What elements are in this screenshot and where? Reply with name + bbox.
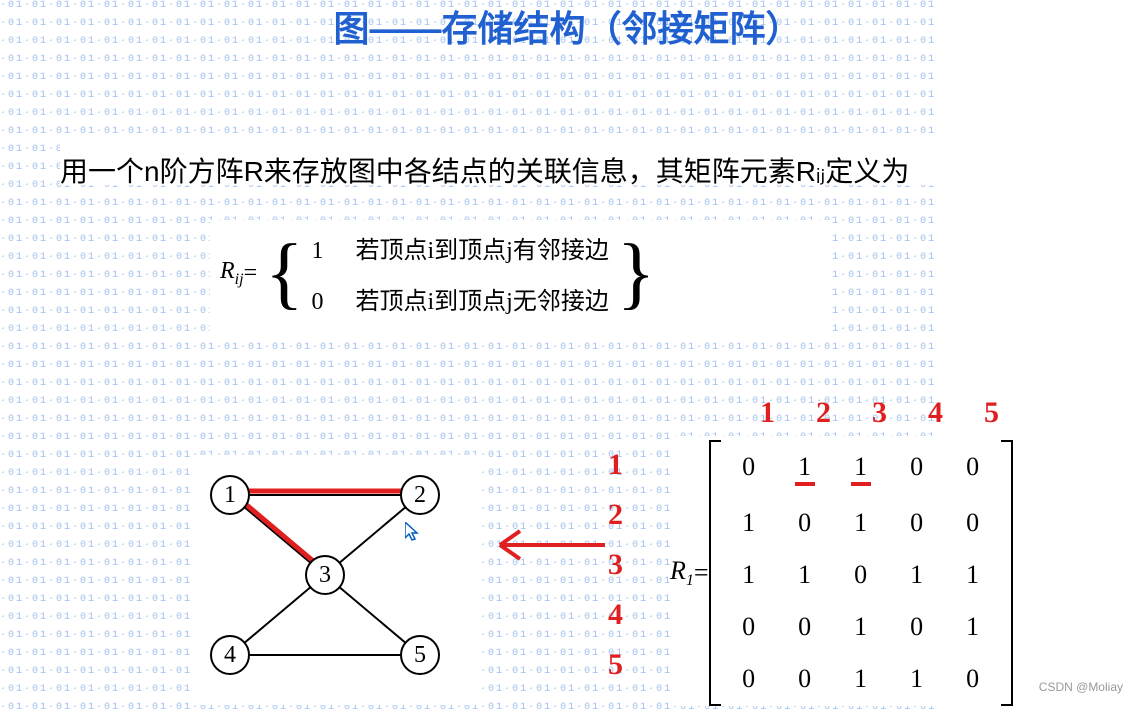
matrix-cell: 0 bbox=[851, 560, 871, 590]
matrix-cell: 1 bbox=[795, 560, 815, 590]
matrix-cell: 1 bbox=[851, 452, 871, 486]
matrix-cell: 1 bbox=[739, 560, 759, 590]
graph-node-3: 3 bbox=[305, 555, 345, 595]
matrix-row: 0 0 1 1 0 bbox=[739, 664, 983, 694]
cursor-icon bbox=[405, 522, 421, 547]
formula-left-brace: { bbox=[265, 233, 303, 313]
matrix-cell: 1 bbox=[851, 508, 871, 538]
matrix-cell: 0 bbox=[795, 612, 815, 642]
formula-cases: 1若顶点i到顶点j有邻接边 0若顶点i到顶点j无邻接边 bbox=[312, 230, 609, 316]
formula-case-row: 1若顶点i到顶点j有邻接边 bbox=[312, 230, 609, 265]
matrix-cell: 1 bbox=[963, 612, 983, 642]
graph-node-4: 4 bbox=[210, 635, 250, 675]
matrix-cell: 0 bbox=[795, 664, 815, 694]
matrix-row: 1 1 0 1 1 bbox=[739, 560, 983, 590]
matrix-cell: 0 bbox=[795, 508, 815, 538]
matrix-cell: 1 bbox=[851, 612, 871, 642]
adjacency-matrix: R1 = 0 1 1 0 0 1 0 1 0 0 1 1 0 1 1 0 0 1 0 1 0 0 1 1 0 bbox=[670, 440, 1013, 706]
matrix-cell: 0 bbox=[907, 612, 927, 642]
matrix-lhs: R1 bbox=[670, 556, 694, 590]
matrix-equals: = bbox=[694, 558, 709, 588]
matrix-cell: 0 bbox=[963, 664, 983, 694]
matrix-cell: 1 bbox=[851, 664, 871, 694]
description-text: 用一个n阶方阵R来存放图中各结点的关联信息，其矩阵元素Rᵢⱼ定义为 bbox=[60, 150, 909, 190]
matrix-right-bracket bbox=[1001, 440, 1013, 706]
page-title: 图——存储结构（邻接矩阵） bbox=[0, 0, 1135, 52]
matrix-row: 1 0 1 0 0 bbox=[739, 508, 983, 538]
matrix-cell: 0 bbox=[739, 452, 759, 486]
matrix-cell: 0 bbox=[907, 452, 927, 486]
matrix-cell: 0 bbox=[907, 508, 927, 538]
matrix-cell: 1 bbox=[907, 664, 927, 694]
matrix-cell: 1 bbox=[963, 560, 983, 590]
formula-right-brace: } bbox=[617, 233, 655, 313]
formula-equals: = bbox=[244, 260, 258, 287]
graph-diagram: 1 2 3 4 5 bbox=[200, 460, 480, 680]
matrix-cell: 0 bbox=[963, 452, 983, 486]
watermark-text: CSDN @Moliay bbox=[1039, 680, 1123, 694]
graph-node-1: 1 bbox=[210, 475, 250, 515]
matrix-left-bracket bbox=[709, 440, 721, 706]
matrix-cell: 0 bbox=[739, 612, 759, 642]
formula-lhs: Rij bbox=[220, 258, 244, 289]
matrix-body: 0 1 1 0 0 1 0 1 0 0 1 1 0 1 1 0 0 1 0 1 0 0 1 1 0 bbox=[721, 440, 1001, 706]
graph-node-2: 2 bbox=[400, 475, 440, 515]
graph-node-5: 5 bbox=[400, 635, 440, 675]
formula-definition: Rij = { 1若顶点i到顶点j有邻接边 0若顶点i到顶点j无邻接边 } bbox=[220, 230, 663, 316]
matrix-cell: 1 bbox=[795, 452, 815, 486]
formula-case-row: 0若顶点i到顶点j无邻接边 bbox=[312, 281, 609, 316]
matrix-row: 0 1 1 0 0 bbox=[739, 452, 983, 486]
matrix-cell: 0 bbox=[739, 664, 759, 694]
matrix-row: 0 0 1 0 1 bbox=[739, 612, 983, 642]
matrix-cell: 0 bbox=[963, 508, 983, 538]
matrix-cell: 1 bbox=[739, 508, 759, 538]
matrix-cell: 1 bbox=[907, 560, 927, 590]
